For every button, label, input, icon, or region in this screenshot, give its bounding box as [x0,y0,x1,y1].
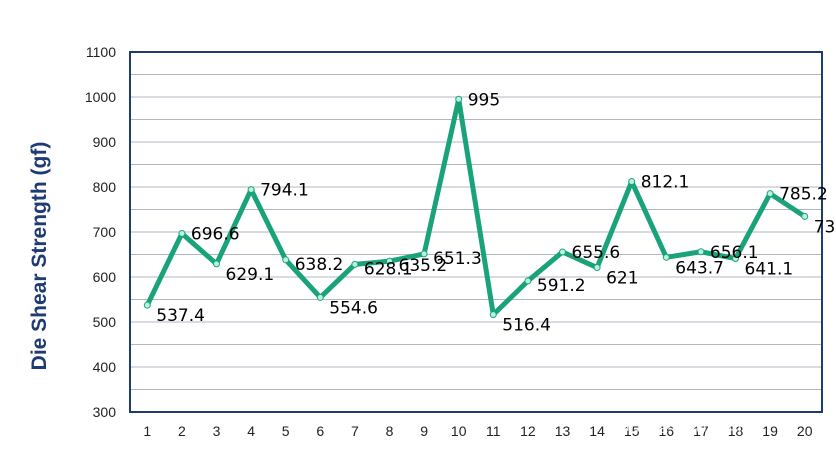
data-label: 643.7 [675,258,724,278]
x-tick-label: 6 [316,423,324,439]
data-label: 554.6 [329,298,378,318]
data-point [662,253,670,261]
data-point [247,186,255,194]
y-axis-label: Die Shear Strength (gf) [28,142,51,371]
x-tick-label: 9 [420,423,428,439]
x-tick-label: 16 [659,423,675,439]
y-axis-ticks: 300 400 500 600 700 800 900 1000 1100 [85,44,116,420]
data-point [628,178,636,186]
x-tick-label: 10 [451,423,467,439]
y-tick-label: 500 [93,314,117,330]
data-point [801,212,809,220]
x-tick-label: 17 [693,423,709,439]
data-point [732,255,739,263]
data-label: 696.6 [191,225,240,245]
data-point [316,293,324,301]
x-tick-label: 2 [178,423,186,439]
data-series [143,95,809,319]
data-label: 656.1 [710,243,759,263]
x-tick-label: 11 [486,423,501,439]
plot-frame [129,51,823,413]
x-tick-label: 19 [762,423,778,439]
data-point [143,301,151,309]
data-point [213,260,220,268]
x-tick-label: 4 [247,423,255,439]
y-tick-label: 800 [93,179,117,195]
data-point [282,256,290,264]
series-line [144,96,808,318]
data-point [420,250,428,258]
data-label: 812.1 [641,173,690,193]
x-tick-label: 20 [797,423,813,439]
y-tick-label: 700 [93,224,117,240]
data-label: 641.1 [745,260,794,280]
x-tick-label: 3 [213,423,221,439]
watermark: 知乎 @夏洛特合键 [612,414,762,435]
data-label: 621 [606,269,638,289]
data-point [386,257,393,265]
x-tick-label: 8 [386,423,394,439]
data-label: 785.2 [779,185,828,205]
data-point [559,248,566,256]
x-tick-label: 12 [520,423,536,439]
y-tick-label: 600 [93,269,117,285]
x-tick-label: 18 [728,423,744,439]
data-labels: 537.4 696.6 629.1 794.1 638.2 554.6 628.1635.2… [156,90,836,335]
data-label: 629.1 [226,265,275,285]
data-label: 516.4 [502,316,551,336]
x-tick-label: 15 [624,423,640,439]
data-label: 655.6 [572,243,621,263]
x-tick-label: 14 [589,423,605,439]
x-tick-label: 5 [282,423,290,439]
y-tick-label: 400 [93,359,117,375]
data-label: 638.2 [295,255,344,275]
data-point [178,230,186,238]
data-label: 995 [468,90,500,110]
data-label: 591.2 [537,276,586,296]
data-point [697,248,705,256]
x-tick-label: 7 [351,423,359,439]
data-label: 794.1 [260,181,309,201]
data-point [351,260,359,268]
y-tick-label: 1000 [85,89,116,105]
data-point [593,264,601,272]
x-tick-label: 13 [555,423,571,439]
y-tick-label: 300 [93,404,117,420]
data-label: 734.6 [814,217,836,237]
data-point [489,311,497,319]
y-tick-label: 1100 [86,44,116,60]
data-point [455,95,463,103]
data-point [766,190,774,198]
data-label: 628.1 [364,259,413,279]
y-tick-label: 900 [93,134,117,150]
data-label: 537.4 [156,306,205,326]
data-point [524,277,532,285]
x-tick-label: 1 [143,423,151,439]
data-label: 651.3 [433,249,482,269]
x-axis-ticks: 1 2 3 4 5 6 7 8 9 10 11 12 13 14 15 16 17 18 19 20 [143,423,812,439]
data-label: 635.2 [399,256,448,276]
